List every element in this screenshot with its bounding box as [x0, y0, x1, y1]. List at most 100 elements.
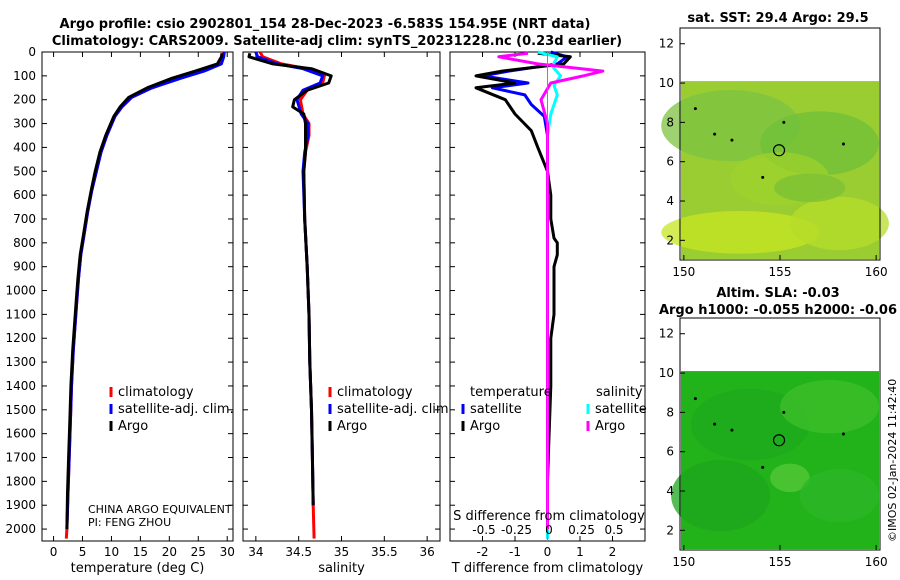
sla-map-panel: 150 155 160 2 4 6 8 10 12 — [659, 317, 888, 569]
s-tick-label: 0.5 — [604, 523, 623, 537]
y-tick-label: 700 — [13, 212, 36, 226]
map-patch — [774, 173, 846, 203]
temperature-panel: 0100200300400500600700800900100011001200… — [5, 45, 234, 576]
y-tick-label: 12 — [659, 37, 674, 51]
x-tick-label: 10 — [104, 545, 119, 559]
island-dot — [713, 422, 717, 426]
y-tick-label: 4 — [666, 194, 674, 208]
salinity-axis-label: S difference from climatology — [453, 509, 645, 524]
s-tick-label: 0 — [545, 523, 553, 537]
y-tick-label: 500 — [13, 164, 36, 178]
island-dot — [730, 138, 734, 142]
legend-label: Argo — [118, 419, 148, 434]
map-patch — [690, 388, 810, 461]
island-dot — [713, 132, 717, 136]
y-tick-label: 1100 — [5, 307, 36, 321]
x-tick-label: -1 — [509, 545, 521, 559]
island-dot — [841, 142, 845, 146]
y-tick-label: 4 — [666, 484, 674, 498]
x-tick-label: 20 — [162, 545, 177, 559]
legend-label: satellite — [470, 402, 522, 417]
y-tick-label: 1200 — [5, 331, 36, 345]
pi-note-line1: CHINA ARGO EQUIVALENT — [88, 503, 232, 516]
y-tick-label: 100 — [13, 69, 36, 83]
island-dot — [782, 120, 786, 124]
island-dot — [693, 397, 697, 401]
legend-label: climatology — [337, 385, 413, 400]
x-tick-label: 5 — [79, 545, 87, 559]
x-tick-label: 160 — [865, 265, 888, 279]
y-tick-label: 1600 — [5, 427, 36, 441]
y-tick-label: 8 — [666, 405, 674, 419]
y-tick-label: 400 — [13, 140, 36, 154]
map-patch — [799, 468, 880, 523]
map-patch — [671, 460, 771, 532]
island-dot — [841, 432, 845, 436]
legend-label: Argo — [595, 419, 625, 434]
y-tick-label: 1800 — [5, 474, 36, 488]
sla-map-title-line2: Argo h1000: -0.055 h2000: -0.06 — [659, 303, 897, 318]
y-tick-label: 200 — [13, 93, 36, 107]
map-frame-outline — [679, 27, 881, 261]
island-dot — [782, 410, 786, 414]
legend-label: Argo — [337, 419, 367, 434]
legend-label: satellite-adj. clim. — [337, 402, 453, 417]
y-tick-label: 600 — [13, 188, 36, 202]
x-axis-label: temperature (deg C) — [71, 561, 205, 576]
map-patch — [661, 210, 820, 254]
y-tick-label: 8 — [666, 115, 674, 129]
legend-label: satellite-adj. clim. — [118, 402, 234, 417]
y-tick-label: 6 — [666, 155, 674, 169]
y-tick-label: 2000 — [5, 522, 36, 536]
difference-panel: -2 -1 0 1 2 T difference from climatology S di… — [449, 50, 647, 576]
x-tick-label: 1 — [576, 545, 584, 559]
y-tick-label: 300 — [13, 117, 36, 131]
sla-map-title-line1: Altim. SLA: -0.03 — [716, 286, 839, 301]
x-tick-label: 0 — [50, 545, 58, 559]
island-dot — [761, 465, 765, 469]
x-axis-label: salinity — [318, 561, 365, 576]
salinity-panel: 34 34.5 35 35.5 36 salinity climatology satelli… — [242, 51, 453, 576]
island-dot — [730, 428, 734, 432]
y-tick-label: 10 — [659, 76, 674, 90]
series-line-argo — [247, 52, 333, 506]
x-tick-label: 25 — [191, 545, 206, 559]
series-line-temperature-argo — [474, 51, 572, 530]
x-tick-label: 150 — [672, 555, 695, 569]
sst-map-title: sat. SST: 29.4 Argo: 29.5 — [687, 11, 868, 26]
map-frame-outline — [679, 317, 881, 551]
series-line-argo — [65, 52, 224, 530]
imos-timestamp: ©IMOS 02-Jan-2024 11:42:40 — [886, 379, 899, 542]
map-patch — [789, 196, 889, 251]
x-tick-label: 30 — [220, 545, 235, 559]
y-tick-label: 1500 — [5, 403, 36, 417]
x-tick-label: 34.5 — [285, 545, 312, 559]
y-tick-label: 1900 — [5, 498, 36, 512]
map-patch — [770, 463, 810, 493]
x-tick-label: 150 — [672, 265, 695, 279]
x-tick-label: 34 — [248, 545, 263, 559]
x-tick-label: 155 — [769, 265, 792, 279]
x-tick-label: 2 — [609, 545, 617, 559]
y-tick-label: 2 — [666, 523, 674, 537]
y-tick-label: 6 — [666, 445, 674, 459]
island-dot — [761, 175, 765, 179]
figure-title-line1: Argo profile: csio 2902801_154 28-Dec-20… — [60, 17, 591, 32]
y-tick-label: 1700 — [5, 451, 36, 465]
x-tick-label: 160 — [865, 555, 888, 569]
legend-label: climatology — [118, 385, 194, 400]
plot-area — [242, 51, 441, 542]
x-tick-label: 36 — [420, 545, 435, 559]
x-tick-label: 0 — [544, 545, 552, 559]
sst-map-panel: 150 155 160 2 4 6 8 10 12 — [659, 27, 889, 279]
map-patch — [780, 379, 879, 434]
y-tick-label: 2 — [666, 233, 674, 247]
y-tick-label: 800 — [13, 236, 36, 250]
y-tick-label: 1400 — [5, 379, 36, 393]
plot-area — [41, 51, 234, 542]
s-tick-label: -0.5 — [472, 523, 495, 537]
s-tick-label: -0.25 — [501, 523, 532, 537]
x-axis-label: T difference from climatology — [451, 561, 644, 576]
legend-header-salinity: salinity — [596, 385, 643, 400]
